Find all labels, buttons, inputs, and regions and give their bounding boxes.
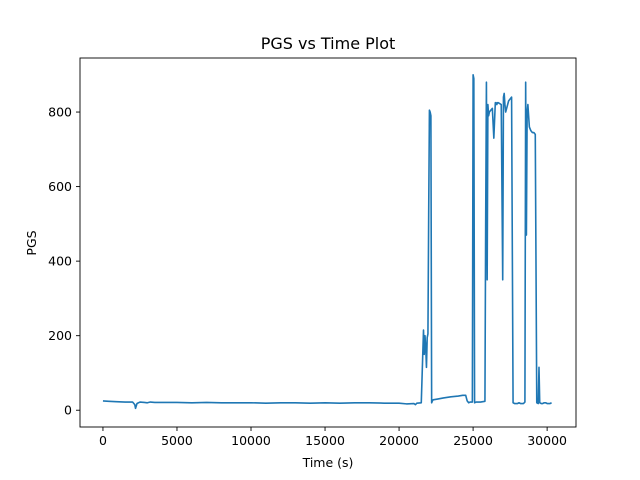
x-axis-label: Time (s): [302, 455, 354, 470]
y-tick-label: 0: [64, 403, 72, 418]
x-tick-label: 10000: [231, 433, 271, 448]
y-axis-label: PGS: [24, 230, 39, 255]
y-axis-ticks: 0 200 400 600 800: [48, 105, 80, 418]
x-tick-label: 0: [99, 433, 107, 448]
x-axis-ticks: 0 5000 10000 15000 20000 25000 30000: [99, 427, 567, 448]
x-tick-label: 20000: [379, 433, 419, 448]
x-tick-label: 30000: [527, 433, 567, 448]
x-tick-label: 15000: [305, 433, 345, 448]
chart-title: PGS vs Time Plot: [261, 34, 396, 53]
y-tick-label: 800: [48, 105, 72, 120]
x-tick-label: 25000: [453, 433, 493, 448]
y-tick-label: 600: [48, 179, 72, 194]
x-tick-label: 5000: [161, 433, 193, 448]
y-tick-label: 400: [48, 254, 72, 269]
axes-frame: [79, 57, 577, 428]
plot-area: [79, 57, 577, 428]
series-line-0: [102, 73, 552, 410]
y-tick-label: 200: [48, 328, 72, 343]
